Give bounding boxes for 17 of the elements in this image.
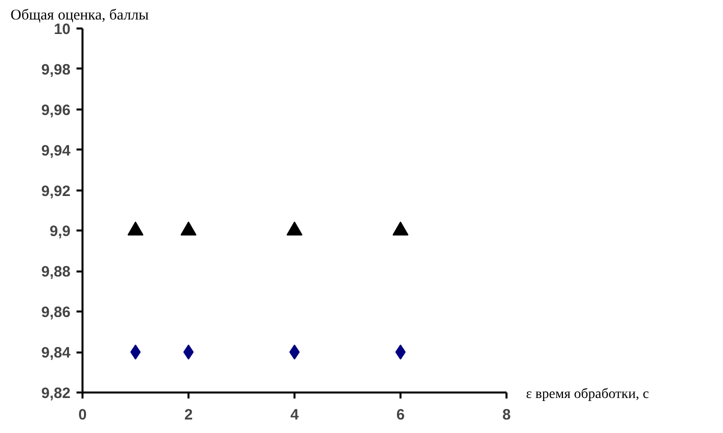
y-tick-label: 9,94 xyxy=(41,142,72,160)
y-tick-label: 9,82 xyxy=(41,385,71,402)
y-tick-label: 9,9 xyxy=(50,223,71,240)
x-tick-label: 4 xyxy=(290,406,300,424)
y-tick-label: 9,86 xyxy=(41,304,71,322)
y-tick-label: 9,96 xyxy=(41,102,71,119)
y-tick-label: 9,98 xyxy=(41,61,71,78)
y-tick-label: 9,88 xyxy=(41,264,71,281)
y-tick-label: 9,92 xyxy=(41,182,71,200)
x-tick-label: 2 xyxy=(184,406,193,424)
x-tick-label: 6 xyxy=(396,406,405,424)
x-tick-label: 0 xyxy=(78,406,87,424)
y-tick-label: 9,84 xyxy=(41,344,72,362)
x-tick-label: 8 xyxy=(502,406,511,424)
x-axis-title: ε время обработки, с xyxy=(526,386,649,404)
y-axis-title: Общая оценка, баллы xyxy=(10,8,149,24)
y-tick-label: 10 xyxy=(54,21,71,38)
